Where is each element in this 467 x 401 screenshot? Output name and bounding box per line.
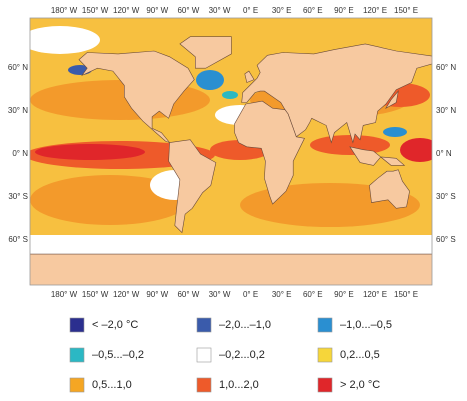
longitude-label: 0° E xyxy=(243,6,258,15)
landmass xyxy=(234,100,305,205)
landmass xyxy=(179,36,232,69)
longitude-label: 180° W xyxy=(51,290,78,299)
legend-swatch xyxy=(196,347,212,363)
longitude-label: 150° W xyxy=(82,290,109,299)
longitude-label: 150° W xyxy=(82,6,109,15)
legend-label: 0,2...0,5 xyxy=(340,349,380,361)
longitude-label: 180° W xyxy=(51,6,78,15)
longitude-label: 150° E xyxy=(394,290,418,299)
latitude-label: 0° N xyxy=(436,149,452,158)
legend-label: 0,5...1,0 xyxy=(92,379,132,391)
longitude-label: 30° W xyxy=(209,6,231,15)
longitude-label: 30° W xyxy=(209,290,231,299)
legend-label: –0,5...–0,2 xyxy=(92,349,144,361)
map xyxy=(30,18,432,285)
landmass xyxy=(369,169,410,209)
legend-label: < –2,0 °C xyxy=(92,319,138,331)
legend-swatch xyxy=(317,347,333,363)
legend-swatch xyxy=(69,347,85,363)
legend-swatch xyxy=(196,317,212,333)
longitude-label: 120° E xyxy=(363,290,387,299)
legend-label: –0,2...0,2 xyxy=(219,349,265,361)
legend-swatch xyxy=(317,377,333,393)
longitude-label: 120° E xyxy=(363,6,387,15)
longitude-label: 120° W xyxy=(113,6,140,15)
latitude-label: 30° S xyxy=(436,192,456,201)
latitude-label: 60° S xyxy=(436,235,456,244)
longitude-label: 150° E xyxy=(394,6,418,15)
longitude-label: 60° E xyxy=(303,290,323,299)
landmass xyxy=(349,146,406,166)
landmass xyxy=(30,253,432,285)
legend-swatch xyxy=(69,317,85,333)
longitude-label: 90° E xyxy=(334,6,354,15)
longitude-label: 60° E xyxy=(303,6,323,15)
legend-label: > 2,0 °C xyxy=(340,379,380,391)
longitude-label: 30° E xyxy=(272,6,292,15)
latitude-label: 30° N xyxy=(8,106,28,115)
longitude-label: 30° E xyxy=(272,290,292,299)
legend-swatch xyxy=(69,377,85,393)
legend-label: 1,0...2,0 xyxy=(219,379,259,391)
landmass xyxy=(244,70,255,83)
longitude-label: 120° W xyxy=(113,290,140,299)
latitude-label: 60° S xyxy=(8,235,28,244)
legend-swatch xyxy=(196,377,212,393)
longitude-label: 90° W xyxy=(146,6,168,15)
landmass xyxy=(385,90,399,110)
landmass xyxy=(78,50,195,144)
latitude-label: 60° N xyxy=(8,63,28,72)
longitude-label: 0° E xyxy=(243,290,258,299)
legend-label: –2,0...–1,0 xyxy=(219,319,271,331)
latitude-label: 0° N xyxy=(12,149,28,158)
longitude-label: 90° E xyxy=(334,290,354,299)
longitude-label: 90° W xyxy=(146,290,168,299)
latitude-label: 60° N xyxy=(436,63,456,72)
landmass xyxy=(168,139,217,234)
latitude-label: 30° S xyxy=(8,192,28,201)
landmass xyxy=(241,43,432,144)
longitude-label: 60° W xyxy=(177,6,199,15)
legend-label: –1,0...–0,5 xyxy=(340,319,392,331)
latitude-label: 30° N xyxy=(436,106,456,115)
legend-swatch xyxy=(317,317,333,333)
map-frame xyxy=(29,17,433,286)
longitude-label: 60° W xyxy=(177,290,199,299)
